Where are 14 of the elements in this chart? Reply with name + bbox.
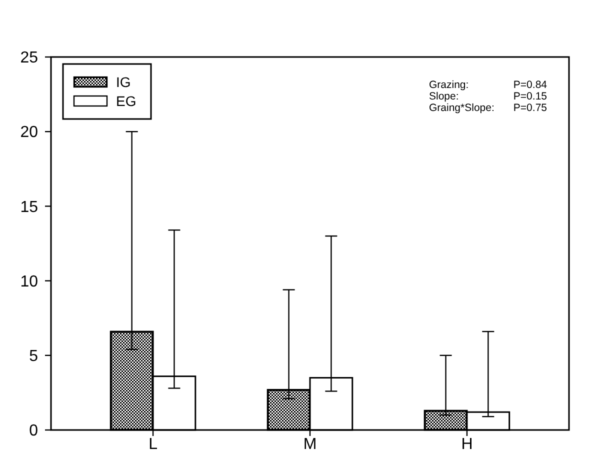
y-tick-label: 20	[20, 124, 38, 142]
x-tick-label: M	[303, 436, 317, 453]
text: Slope: P=0.15	[429, 90, 547, 102]
x-tick-label: H	[461, 436, 473, 453]
text: Grazing: P=0.84	[429, 79, 547, 91]
y-tick-label: 5	[29, 348, 38, 365]
y-tick-label: 25	[20, 50, 38, 67]
x-tick-label: L	[148, 436, 158, 453]
y-tick-label: 10	[20, 273, 38, 290]
legend-label: IG	[116, 74, 131, 90]
legend-label: EG	[116, 93, 136, 109]
y-tick-label: 15	[20, 198, 38, 216]
text: Graing*Slope: P=0.75	[429, 102, 547, 114]
y-tick-label: 0	[29, 422, 38, 440]
